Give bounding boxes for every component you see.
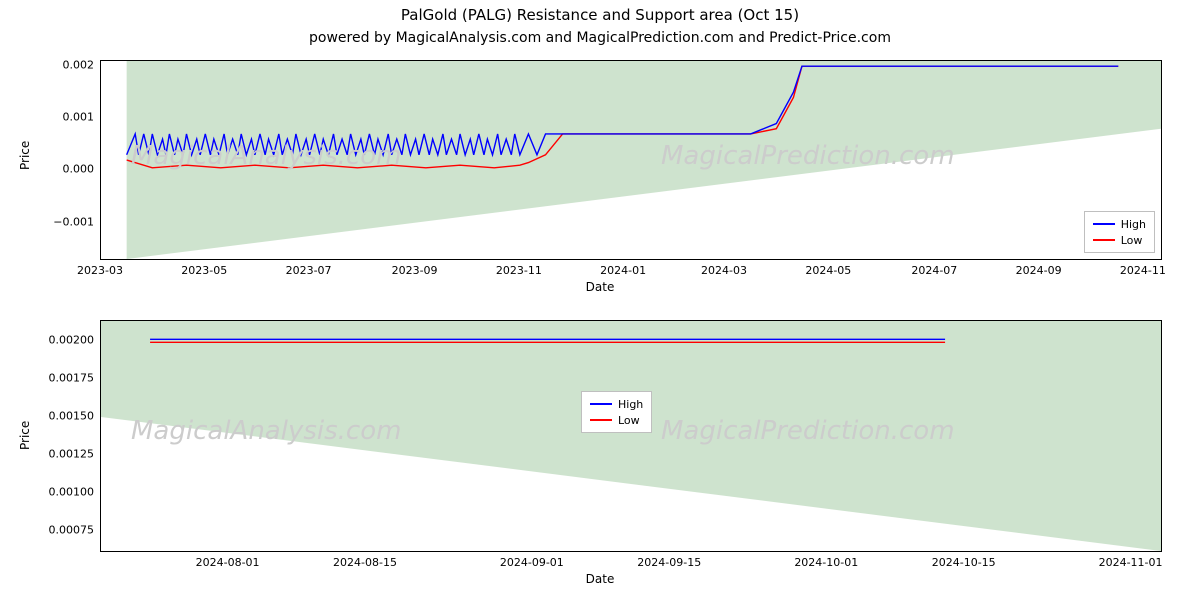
ytick-label: 0.00075 — [34, 524, 94, 537]
ytick-label: 0.00175 — [34, 371, 94, 384]
panel2-xlabel: Date — [0, 572, 1200, 586]
panel1-legend: High Low — [1084, 211, 1155, 253]
panel1-svg — [101, 61, 1161, 259]
ytick-label: 0.002 — [34, 59, 94, 72]
legend-label: Low — [1121, 234, 1143, 247]
ytick-label: 0.00125 — [34, 448, 94, 461]
xtick-label: 2024-11-01 — [1099, 556, 1163, 569]
panel1-xlabel: Date — [0, 280, 1200, 294]
chart-title: PalGold (PALG) Resistance and Support ar… — [0, 6, 1200, 24]
panel2-legend: High Low — [581, 391, 652, 433]
xtick-label: 2024-01 — [600, 264, 646, 277]
xtick-label: 2024-05 — [805, 264, 851, 277]
xtick-label: 2024-10-15 — [932, 556, 996, 569]
xtick-label: 2023-11 — [496, 264, 542, 277]
panel1-axes: MagicalAnalysis.com MagicalPrediction.co… — [100, 60, 1162, 260]
chart-subtitle: powered by MagicalAnalysis.com and Magic… — [0, 30, 1200, 46]
legend-item-low: Low — [590, 412, 643, 428]
xtick-label: 2023-07 — [286, 264, 332, 277]
panel2-ylabel: Price — [18, 434, 32, 450]
legend-item-low: Low — [1093, 232, 1146, 248]
xtick-label: 2024-08-01 — [196, 556, 260, 569]
legend-item-high: High — [1093, 216, 1146, 232]
ytick-label: 0.000 — [34, 163, 94, 176]
legend-item-high: High — [590, 396, 643, 412]
xtick-label: 2024-09-01 — [500, 556, 564, 569]
legend-label: High — [1121, 218, 1146, 231]
xtick-label: 2023-09 — [392, 264, 438, 277]
xtick-label: 2024-09 — [1016, 264, 1062, 277]
xtick-label: 2023-05 — [181, 264, 227, 277]
xtick-label: 2024-03 — [701, 264, 747, 277]
panel2-axes: MagicalAnalysis.com MagicalPrediction.co… — [100, 320, 1162, 552]
xtick-label: 2023-03 — [77, 264, 123, 277]
xtick-label: 2024-07 — [911, 264, 957, 277]
xtick-label: 2024-09-15 — [637, 556, 701, 569]
panel1-ylabel: Price — [18, 154, 32, 170]
ytick-label: −0.001 — [34, 215, 94, 228]
panel2-svg — [101, 321, 1161, 551]
legend-label: Low — [618, 414, 640, 427]
xtick-label: 2024-10-01 — [794, 556, 858, 569]
xtick-label: 2024-11 — [1120, 264, 1166, 277]
xtick-label: 2024-08-15 — [333, 556, 397, 569]
figure: PalGold (PALG) Resistance and Support ar… — [0, 0, 1200, 600]
ytick-label: 0.00150 — [34, 409, 94, 422]
ytick-label: 0.001 — [34, 111, 94, 124]
ytick-label: 0.00200 — [34, 333, 94, 346]
ytick-label: 0.00100 — [34, 486, 94, 499]
legend-label: High — [618, 398, 643, 411]
